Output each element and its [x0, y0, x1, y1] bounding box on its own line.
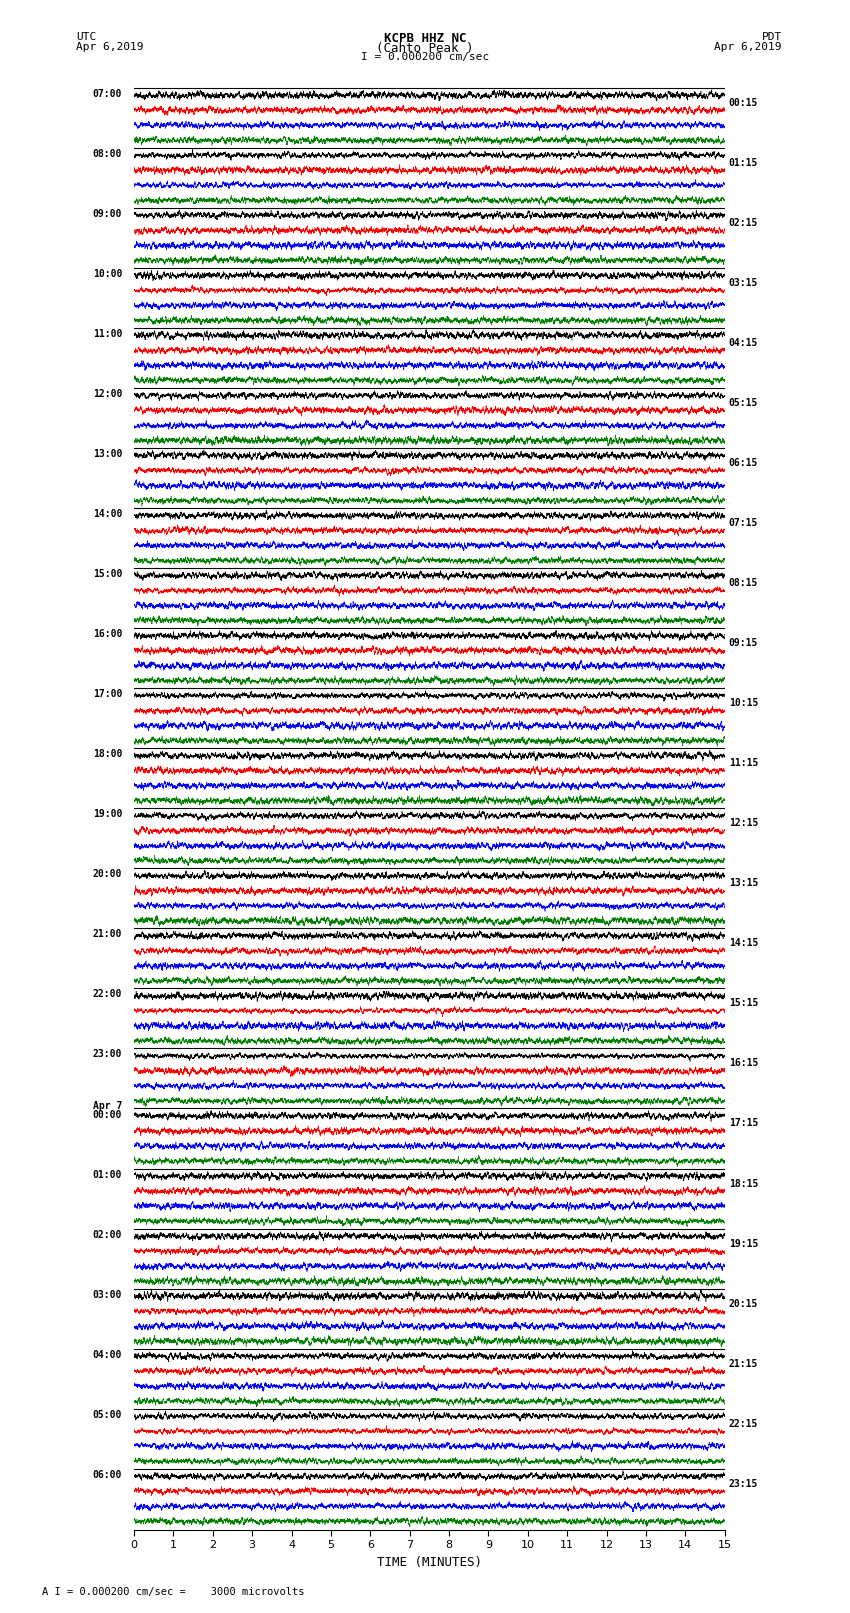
- Text: 19:00: 19:00: [93, 810, 122, 819]
- Text: 11:00: 11:00: [93, 329, 122, 339]
- Text: 16:00: 16:00: [93, 629, 122, 639]
- Text: A I = 0.000200 cm/sec =    3000 microvolts: A I = 0.000200 cm/sec = 3000 microvolts: [42, 1587, 305, 1597]
- Text: 13:15: 13:15: [728, 879, 758, 889]
- Text: 20:15: 20:15: [728, 1298, 758, 1308]
- Text: 03:00: 03:00: [93, 1290, 122, 1300]
- Text: UTC: UTC: [76, 32, 97, 42]
- Text: 00:00: 00:00: [93, 1110, 122, 1121]
- Text: 11:15: 11:15: [728, 758, 758, 768]
- Text: 23:00: 23:00: [93, 1050, 122, 1060]
- Text: 12:15: 12:15: [728, 818, 758, 827]
- Text: 23:15: 23:15: [728, 1479, 758, 1489]
- Text: 13:00: 13:00: [93, 448, 122, 460]
- Text: 14:00: 14:00: [93, 510, 122, 519]
- Text: 15:15: 15:15: [728, 998, 758, 1008]
- Text: 14:15: 14:15: [728, 939, 758, 948]
- Text: Apr 6,2019: Apr 6,2019: [76, 42, 144, 52]
- Text: 22:15: 22:15: [728, 1419, 758, 1429]
- Text: 19:15: 19:15: [728, 1239, 758, 1248]
- Text: 22:00: 22:00: [93, 989, 122, 1000]
- X-axis label: TIME (MINUTES): TIME (MINUTES): [377, 1557, 482, 1569]
- Text: 08:15: 08:15: [728, 577, 758, 589]
- Text: 17:00: 17:00: [93, 689, 122, 698]
- Text: 03:15: 03:15: [728, 277, 758, 287]
- Text: (Cahto Peak ): (Cahto Peak ): [377, 42, 473, 55]
- Text: 07:00: 07:00: [93, 89, 122, 98]
- Text: 10:15: 10:15: [728, 698, 758, 708]
- Text: 01:00: 01:00: [93, 1169, 122, 1179]
- Text: 21:00: 21:00: [93, 929, 122, 939]
- Text: 15:00: 15:00: [93, 569, 122, 579]
- Text: 02:15: 02:15: [728, 218, 758, 227]
- Text: KCPB HHZ NC: KCPB HHZ NC: [383, 32, 467, 45]
- Text: Apr 7: Apr 7: [93, 1102, 122, 1111]
- Text: 08:00: 08:00: [93, 148, 122, 158]
- Text: 21:15: 21:15: [728, 1358, 758, 1369]
- Text: 20:00: 20:00: [93, 869, 122, 879]
- Text: I = 0.000200 cm/sec: I = 0.000200 cm/sec: [361, 52, 489, 61]
- Text: 06:00: 06:00: [93, 1469, 122, 1479]
- Text: 04:15: 04:15: [728, 337, 758, 348]
- Text: 12:00: 12:00: [93, 389, 122, 398]
- Text: 17:15: 17:15: [728, 1118, 758, 1129]
- Text: 06:15: 06:15: [728, 458, 758, 468]
- Text: 10:00: 10:00: [93, 269, 122, 279]
- Text: 02:00: 02:00: [93, 1229, 122, 1239]
- Text: 09:15: 09:15: [728, 639, 758, 648]
- Text: 18:00: 18:00: [93, 748, 122, 760]
- Text: 05:15: 05:15: [728, 398, 758, 408]
- Text: 18:15: 18:15: [728, 1179, 758, 1189]
- Text: 16:15: 16:15: [728, 1058, 758, 1068]
- Text: PDT: PDT: [762, 32, 782, 42]
- Text: 09:00: 09:00: [93, 208, 122, 219]
- Text: 07:15: 07:15: [728, 518, 758, 527]
- Text: 04:00: 04:00: [93, 1350, 122, 1360]
- Text: 01:15: 01:15: [728, 158, 758, 168]
- Text: 05:00: 05:00: [93, 1410, 122, 1419]
- Text: Apr 6,2019: Apr 6,2019: [715, 42, 782, 52]
- Text: 00:15: 00:15: [728, 98, 758, 108]
